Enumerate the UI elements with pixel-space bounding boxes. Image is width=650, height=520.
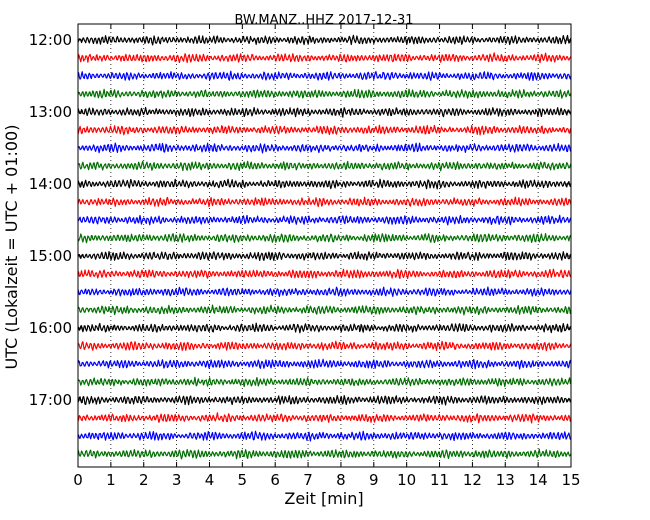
trace-line: [77, 142, 572, 154]
y-tick-label: 17:00: [29, 391, 72, 409]
trace-line: [77, 106, 572, 118]
x-tick-label: 1: [106, 471, 116, 489]
y-tick-label: 16:00: [29, 319, 72, 337]
trace-line: [77, 430, 572, 442]
trace-line: [77, 233, 572, 244]
trace-line: [77, 376, 572, 388]
x-tick-label: 13: [496, 471, 515, 489]
x-tick-label: 12: [463, 471, 482, 489]
x-tick-label: 7: [303, 471, 313, 489]
trace-line: [77, 214, 572, 226]
plot-frame: [77, 23, 572, 468]
trace-line: [77, 394, 572, 406]
y-tick-label: 14:00: [29, 175, 72, 193]
y-tick-label: 13:00: [29, 103, 72, 121]
plot-background: [78, 24, 571, 467]
x-tick-label: 14: [529, 471, 548, 489]
trace-line: [77, 448, 572, 460]
trace-line: [77, 70, 572, 82]
y-axis-label: UTC (Lokalzeit = UTC + 01:00): [2, 125, 21, 370]
chart-title: BW.MANZ..HHZ 2017-12-31: [234, 13, 413, 28]
trace-line: [77, 34, 572, 46]
x-tick-label: 11: [430, 471, 449, 489]
x-tick-label: 0: [73, 471, 83, 489]
x-tick-label: 5: [238, 471, 248, 489]
x-tick-label: 10: [397, 471, 416, 489]
trace-line: [77, 268, 572, 280]
trace-line: [77, 160, 572, 172]
trace-line: [77, 88, 572, 99]
x-tick-label: 2: [139, 471, 149, 489]
trace-line: [77, 52, 572, 64]
trace-line: [77, 340, 572, 352]
axis-ticks: [77, 24, 572, 467]
x-tick-label: 8: [336, 471, 346, 489]
trace-line: [77, 196, 572, 208]
x-tick-label: 15: [561, 471, 580, 489]
x-tick-label: 3: [172, 471, 182, 489]
x-tick-label: 4: [205, 471, 215, 489]
x-tick-label: 9: [369, 471, 379, 489]
trace-line: [77, 286, 572, 297]
y-tick-label: 12:00: [29, 31, 72, 49]
trace-line: [77, 358, 572, 370]
trace-line: [77, 304, 572, 316]
trace-line: [77, 178, 572, 190]
x-tick-label: 6: [270, 471, 280, 489]
trace-group: [77, 34, 572, 460]
trace-line: [77, 251, 572, 262]
x-axis-label: Zeit [min]: [284, 489, 363, 508]
trace-line: [77, 412, 572, 424]
trace-line: [77, 322, 572, 334]
trace-line: [77, 124, 572, 136]
y-tick-label: 15:00: [29, 247, 72, 265]
